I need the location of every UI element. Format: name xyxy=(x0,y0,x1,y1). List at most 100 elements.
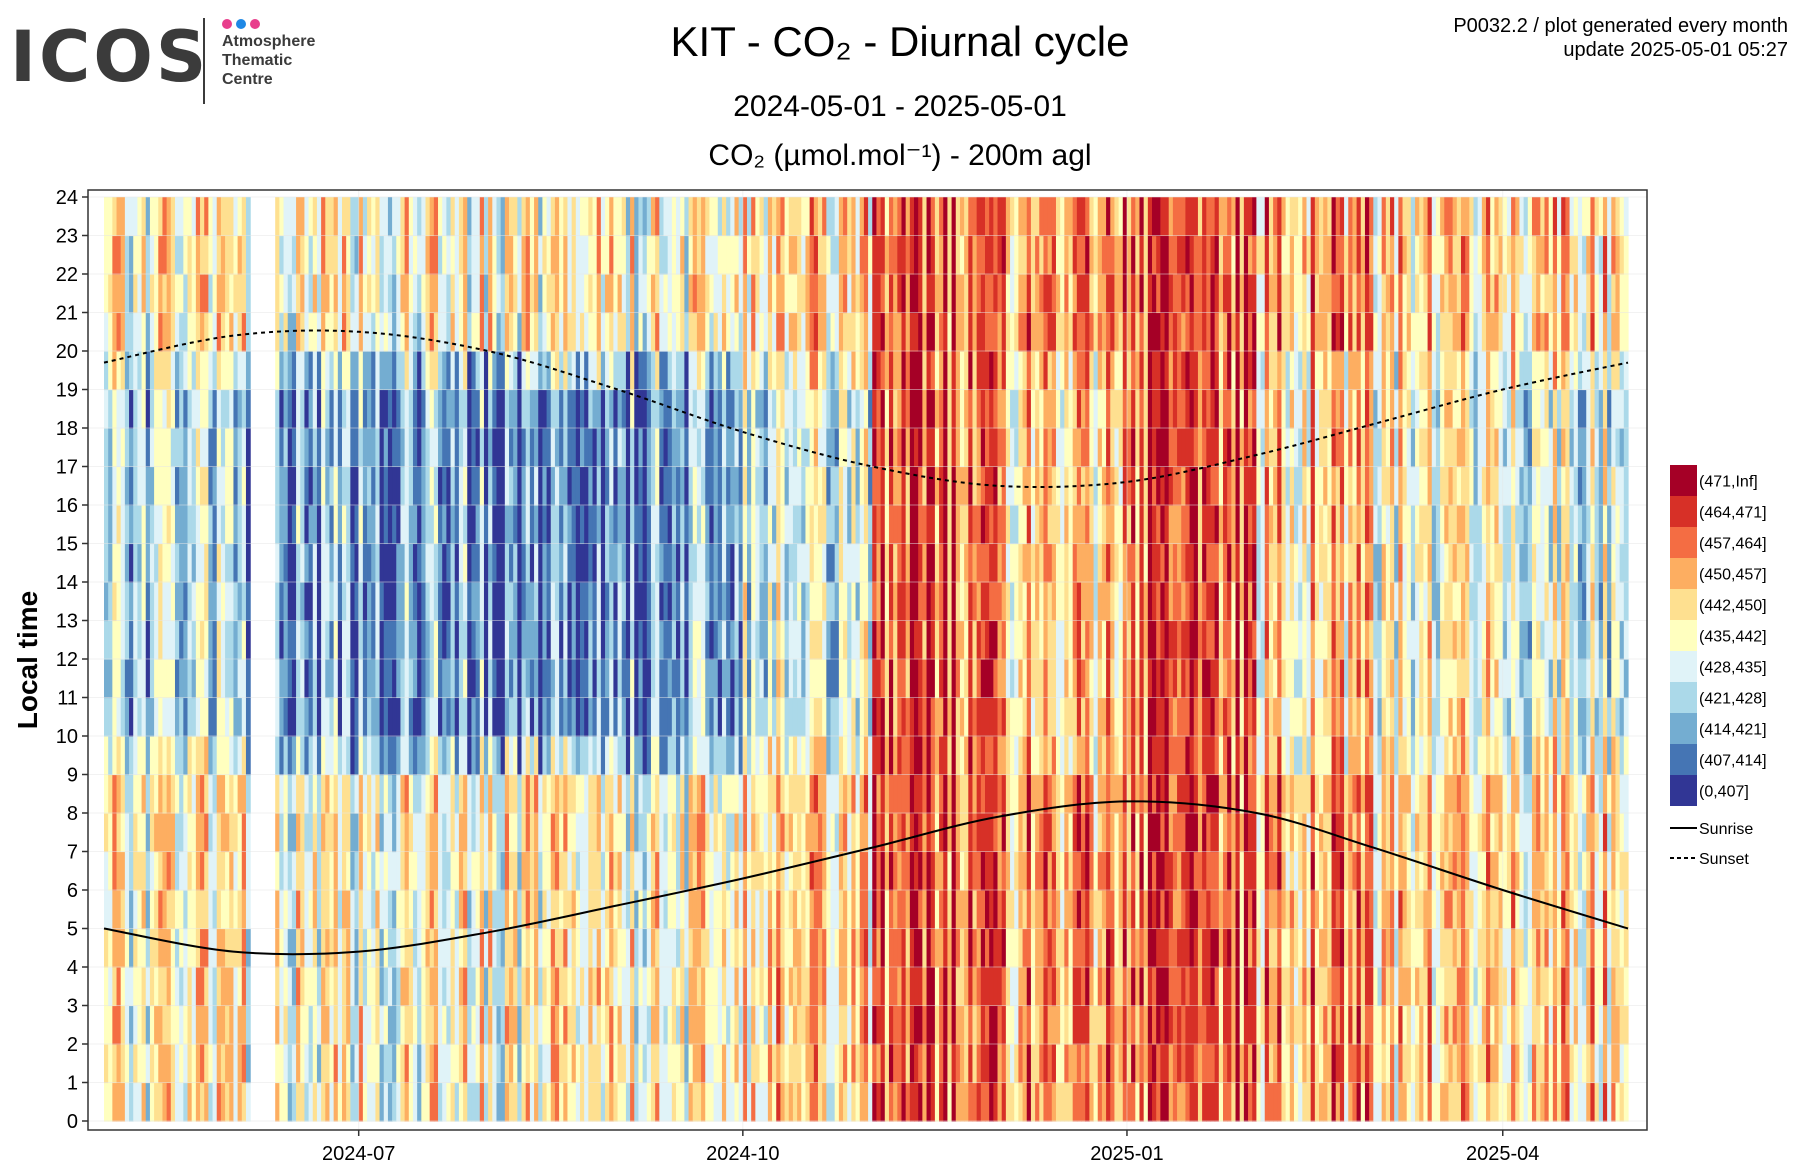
heatmap-cell xyxy=(650,736,656,776)
heatmap-cell xyxy=(404,659,410,699)
heatmap-cell xyxy=(947,582,953,622)
heatmap-cell xyxy=(141,967,147,1007)
heatmap-cell xyxy=(300,582,306,622)
heatmap-cell xyxy=(579,736,585,776)
heatmap-cell xyxy=(412,543,418,583)
heatmap-cell xyxy=(450,505,456,545)
heatmap-cell xyxy=(985,620,990,660)
heatmap-cell xyxy=(396,505,402,545)
heatmap-cell xyxy=(947,1082,953,1122)
heatmap-cell xyxy=(525,774,531,814)
heatmap-cell xyxy=(350,774,356,814)
heatmap-cell xyxy=(859,197,865,237)
heatmap-cell xyxy=(400,1044,406,1084)
heatmap-cell xyxy=(909,582,915,622)
heatmap-cell xyxy=(500,851,506,891)
heatmap-cell xyxy=(968,1005,974,1045)
heatmap-cell xyxy=(776,505,782,545)
heatmap-cell xyxy=(872,197,878,237)
heatmap-cell xyxy=(471,659,477,699)
heatmap-cell xyxy=(914,389,919,429)
heatmap-cell xyxy=(709,1005,715,1045)
heatmap-cell xyxy=(321,1082,326,1122)
heatmap-cell xyxy=(212,351,218,391)
heatmap-cell xyxy=(212,543,218,583)
heatmap-cell xyxy=(279,235,285,275)
heatmap-cell xyxy=(930,736,936,776)
heatmap-cell xyxy=(888,1005,894,1045)
heatmap-cell xyxy=(162,928,168,968)
heatmap-cell xyxy=(404,235,410,275)
heatmap-cell xyxy=(162,851,168,891)
heatmap-cell xyxy=(174,620,180,660)
heatmap-cell xyxy=(141,1082,147,1122)
heatmap-cell xyxy=(976,389,982,429)
heatmap-cell xyxy=(876,428,882,468)
heatmap-cell xyxy=(843,389,848,429)
heatmap-cell xyxy=(621,1044,627,1084)
heatmap-cell xyxy=(500,235,506,275)
heatmap-cell xyxy=(909,389,915,429)
heatmap-cell xyxy=(680,1044,685,1084)
heatmap-cell xyxy=(638,774,644,814)
heatmap-cell xyxy=(337,697,343,737)
heatmap-cell xyxy=(191,505,197,545)
heatmap-cell xyxy=(229,1044,235,1084)
heatmap-cell xyxy=(471,1044,477,1084)
heatmap-cell xyxy=(588,697,594,737)
heatmap-cell xyxy=(755,890,761,930)
heatmap-cell xyxy=(116,620,122,660)
heatmap-cell xyxy=(412,890,418,930)
heatmap-cell xyxy=(446,967,452,1007)
heatmap-cell xyxy=(717,543,723,583)
heatmap-cell xyxy=(563,890,569,930)
heatmap-cell xyxy=(475,543,481,583)
heatmap-cell xyxy=(433,582,439,622)
heatmap-cell xyxy=(600,235,606,275)
heatmap-cell xyxy=(245,389,251,429)
heatmap-cell xyxy=(458,274,464,314)
heatmap-cell xyxy=(567,620,573,660)
heatmap-cell xyxy=(776,774,782,814)
heatmap-cell xyxy=(834,967,840,1007)
heatmap-cell xyxy=(650,312,656,352)
heatmap-cell xyxy=(780,967,786,1007)
heatmap-cell xyxy=(529,659,535,699)
heatmap-cell xyxy=(893,774,898,814)
heatmap-cell xyxy=(571,466,577,506)
heatmap-cell xyxy=(663,466,669,506)
heatmap-cell xyxy=(625,774,631,814)
heatmap-cell xyxy=(609,235,614,275)
heatmap-cell xyxy=(734,466,740,506)
heatmap-cell xyxy=(701,659,706,699)
heatmap-cell xyxy=(471,697,477,737)
heatmap-cell xyxy=(621,235,627,275)
heatmap-cell xyxy=(901,1044,907,1084)
heatmap-cell xyxy=(884,1005,890,1045)
heatmap-cell xyxy=(379,274,385,314)
heatmap-cell xyxy=(817,967,823,1007)
heatmap-cell xyxy=(747,543,752,583)
heatmap-cell xyxy=(283,659,289,699)
heatmap-cell xyxy=(367,197,372,237)
heatmap-cell xyxy=(158,928,164,968)
heatmap-cell xyxy=(688,813,694,853)
heatmap-cell xyxy=(458,736,464,776)
heatmap-cell xyxy=(279,736,285,776)
heatmap-cell xyxy=(959,967,965,1007)
heatmap-cell xyxy=(943,1082,949,1122)
heatmap-cell xyxy=(617,620,623,660)
heatmap-cell xyxy=(955,505,961,545)
heatmap-cell xyxy=(914,928,919,968)
heatmap-cell xyxy=(346,197,351,237)
heatmap-cell xyxy=(316,813,322,853)
heatmap-cell xyxy=(496,389,502,429)
heatmap-cell xyxy=(613,582,619,622)
heatmap-cell xyxy=(659,428,665,468)
heatmap-cell xyxy=(433,1044,439,1084)
heatmap-cell xyxy=(120,928,126,968)
heatmap-cell xyxy=(154,543,159,583)
heatmap-cell xyxy=(308,197,314,237)
heatmap-cell xyxy=(538,197,544,237)
heatmap-cell xyxy=(454,428,460,468)
